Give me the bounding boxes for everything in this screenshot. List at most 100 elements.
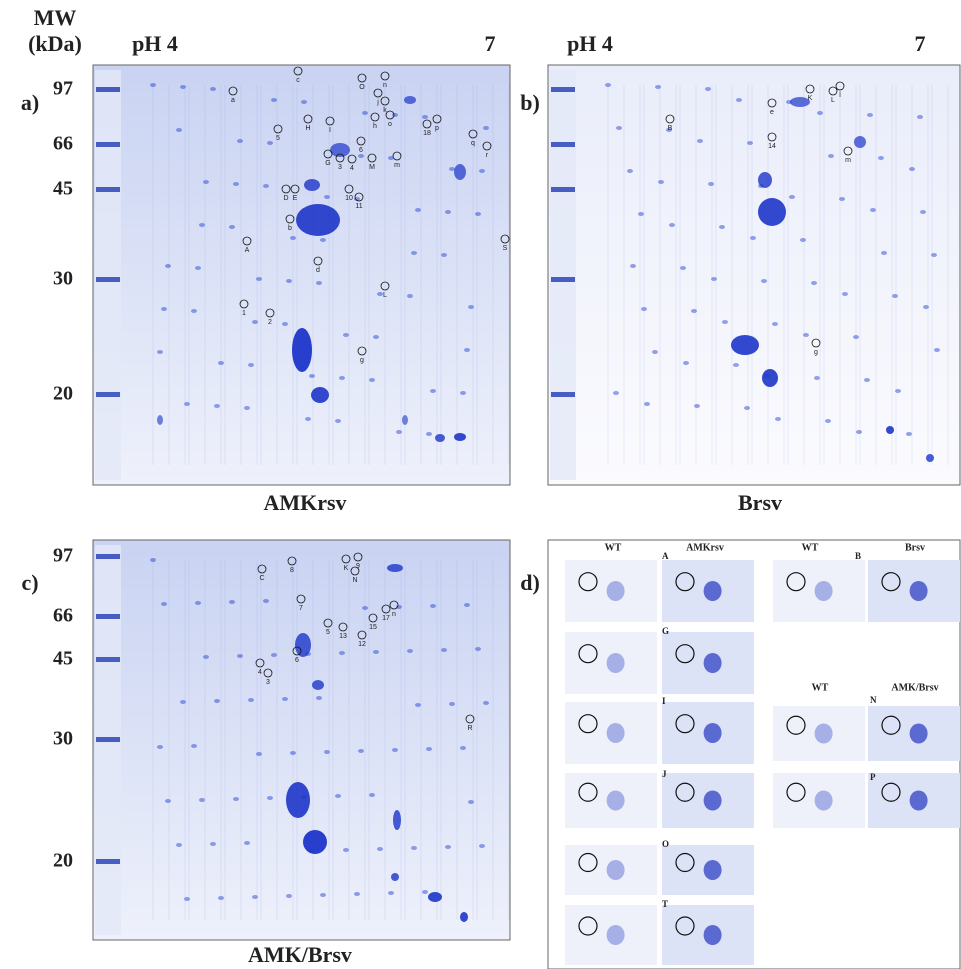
protein-spot [354, 892, 360, 896]
protein-spot [252, 320, 258, 324]
spot-label: d [316, 267, 320, 274]
protein-spot [286, 279, 292, 283]
spot-circle [675, 782, 695, 802]
mw-title: MW [34, 5, 77, 30]
protein-spot [790, 97, 810, 107]
protein-spot [613, 391, 619, 395]
spot-label: I [329, 127, 331, 134]
protein-spot [468, 305, 474, 309]
spot-label: A [245, 247, 250, 254]
protein-spot [324, 750, 330, 754]
protein-spot [339, 376, 345, 380]
crop-letter: J [662, 769, 667, 779]
protein-spot [324, 195, 330, 199]
protein-spot [290, 751, 296, 755]
protein-spot [683, 361, 689, 365]
protein-spot [411, 846, 417, 850]
protein-spot [150, 83, 156, 87]
spot-label: 5 [276, 135, 280, 142]
protein-spot [758, 198, 786, 226]
protein-spot [267, 141, 273, 145]
protein-spot [312, 680, 324, 690]
spot-label: K [344, 565, 349, 572]
protein-spot [479, 844, 485, 848]
protein-spot [909, 167, 915, 171]
protein-spot [218, 896, 224, 900]
spot-label: 7 [299, 605, 303, 612]
spot-label: C [259, 575, 264, 582]
protein-spot [369, 378, 375, 382]
spot-circle [357, 630, 367, 640]
spot-circle [293, 66, 303, 76]
protein-spot [248, 363, 254, 367]
protein-spot [411, 251, 417, 255]
protein-spot [722, 320, 728, 324]
protein-spot [373, 650, 379, 654]
protein-spot [886, 426, 894, 434]
protein-spot [271, 653, 277, 657]
protein-spot [638, 212, 644, 216]
spot-circle [675, 572, 695, 592]
protein-spot [267, 796, 273, 800]
spot-circle [357, 73, 367, 83]
protein-spot [415, 208, 421, 212]
spot-label: D [283, 195, 288, 202]
protein-spot [282, 322, 288, 326]
panel-label: a) [21, 90, 39, 115]
mw-label: 66 [53, 133, 73, 155]
protein-spot [407, 649, 413, 653]
spot-circle [380, 96, 390, 106]
protein-spot [377, 847, 383, 851]
spot-label: 6 [295, 657, 299, 664]
protein-spot [814, 790, 833, 811]
protein-spot [703, 581, 722, 601]
protein-spot [343, 333, 349, 337]
protein-spot [184, 402, 190, 406]
protein-spot [362, 606, 368, 610]
protein-spot [655, 85, 661, 89]
spot-circle [257, 564, 267, 574]
spot-label: 15 [369, 624, 377, 631]
spot-circle [805, 84, 815, 94]
spot-label: b [288, 225, 292, 232]
spot-label: n [392, 611, 396, 618]
spot-circle [368, 613, 378, 623]
protein-spot [369, 793, 375, 797]
spot-circle [296, 594, 306, 604]
spot-circle [341, 554, 351, 564]
spot-label: m [845, 157, 851, 164]
spot-label: r [486, 152, 489, 159]
crop-letter: N [870, 695, 877, 705]
spot-circle [338, 622, 348, 632]
protein-spot [263, 599, 269, 603]
protein-spot [339, 651, 345, 655]
crop-heading: AMKrsv [686, 542, 724, 553]
protein-spot [430, 604, 436, 608]
marker-band [551, 87, 575, 92]
spot-circle [389, 600, 399, 610]
gel-panel [92, 539, 511, 941]
spot-label: 10 [345, 195, 353, 202]
protein-spot [878, 156, 884, 160]
protein-spot [428, 892, 442, 902]
spot-circle [357, 346, 367, 356]
protein-spot [229, 225, 235, 229]
protein-spot [697, 139, 703, 143]
protein-spot [203, 655, 209, 659]
protein-spot [825, 419, 831, 423]
protein-spot [165, 799, 171, 803]
protein-spot [286, 894, 292, 898]
spot-label: 17 [382, 615, 390, 622]
protein-spot [407, 294, 413, 298]
protein-spot [237, 654, 243, 658]
spot-circle [347, 154, 357, 164]
spot-label: S [503, 245, 508, 252]
gel-name: AMKrsv [263, 490, 346, 515]
spot-circle [578, 852, 598, 873]
crop-heading: AMK/Brsv [891, 682, 938, 693]
protein-spot [853, 335, 859, 339]
spot-label: L [383, 292, 387, 299]
protein-spot [180, 85, 186, 89]
protein-spot [286, 782, 310, 818]
crop [565, 560, 657, 622]
